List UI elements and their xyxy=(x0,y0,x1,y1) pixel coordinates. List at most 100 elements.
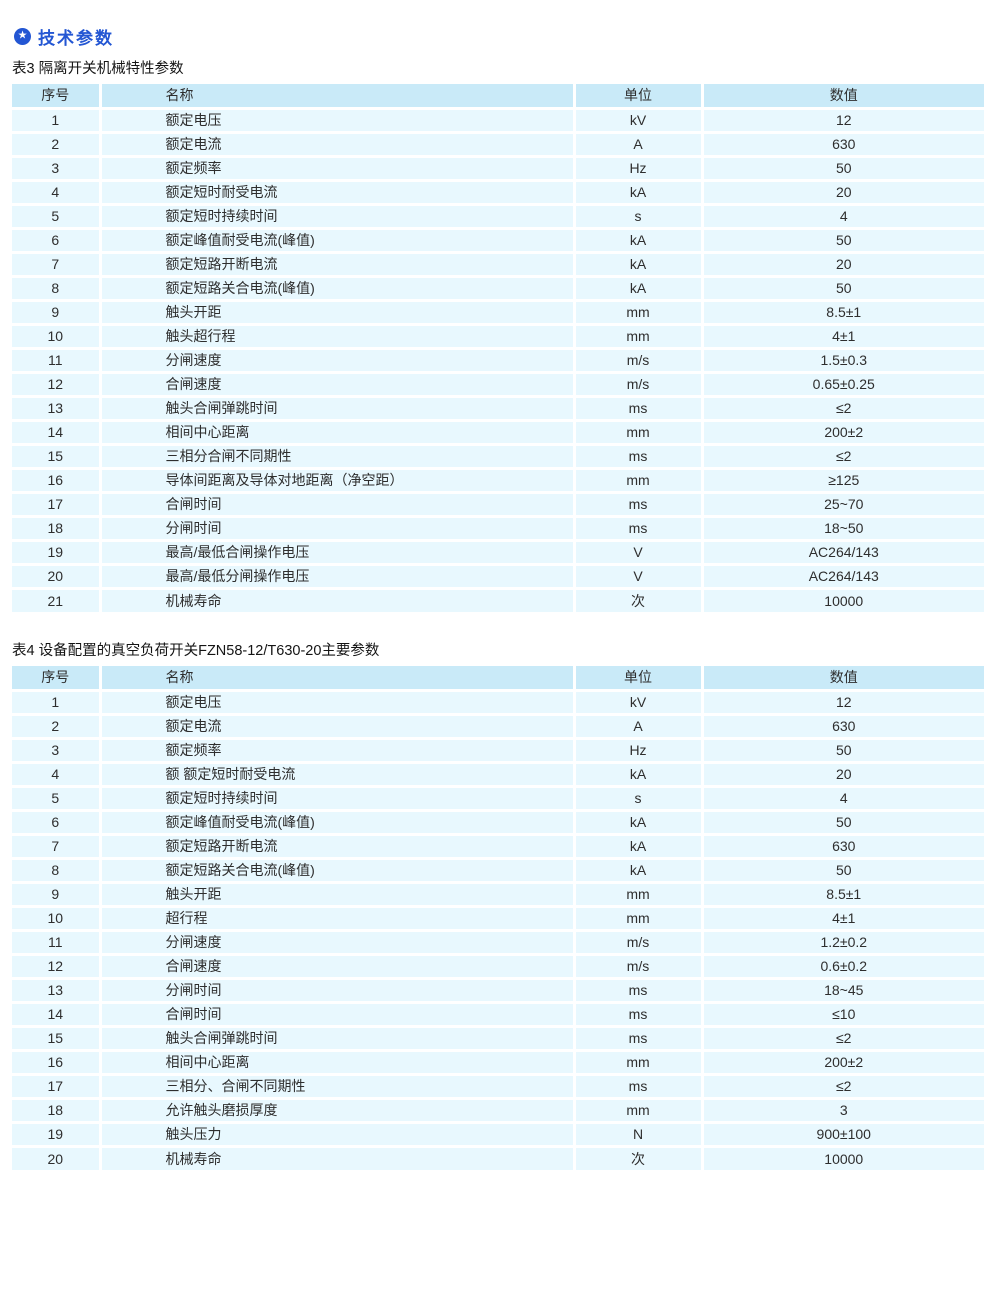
table3-block: 表3 隔离开关机械特性参数 序号 名称 单位 数值 1 额定电压 kV 12 2 额定电流 A 630… xyxy=(12,60,986,612)
cell-seq: 16 xyxy=(12,1050,102,1076)
cell-unit: ms xyxy=(574,1026,704,1052)
cell-name: 分闸时间 xyxy=(100,516,576,542)
cell-name: 触头合闸弹跳时间 xyxy=(100,396,576,422)
table-row: 15 触头合闸弹跳时间 ms ≤2 xyxy=(12,1026,984,1052)
table-row: 7 额定短路开断电流 kA 20 xyxy=(12,252,984,278)
cell-seq: 13 xyxy=(12,978,102,1004)
cell-name: 触头超行程 xyxy=(100,324,576,350)
cell-value: 50 xyxy=(702,228,984,254)
cell-value: 25~70 xyxy=(702,492,984,518)
cell-seq: 19 xyxy=(12,1122,102,1148)
col-header-name: 名称 xyxy=(100,666,576,692)
cell-seq: 12 xyxy=(12,954,102,980)
cell-value: 0.65±0.25 xyxy=(702,372,984,398)
cell-unit: ms xyxy=(574,1074,704,1100)
cell-seq: 2 xyxy=(12,132,102,158)
cell-seq: 4 xyxy=(12,180,102,206)
cell-value: ≤2 xyxy=(702,444,984,470)
cell-name: 合闸速度 xyxy=(100,954,576,980)
table-row: 21 机械寿命次 10000 xyxy=(12,588,984,612)
cell-name: 额定短时持续时间 xyxy=(100,204,576,230)
table-row: 20 机械寿命次 10000 xyxy=(12,1146,984,1170)
cell-value: 4 xyxy=(702,786,984,812)
cell-unit: mm xyxy=(574,324,704,350)
cell-unit: ms xyxy=(574,444,704,470)
cell-value: 4 xyxy=(702,204,984,230)
cell-unit: mm xyxy=(574,468,704,494)
cell-name: 触头开距 xyxy=(100,300,576,326)
cell-unit: ms xyxy=(574,516,704,542)
cell-value: 4±1 xyxy=(702,906,984,932)
cell-name: 三相分合闸不同期性 xyxy=(100,444,576,470)
table-row: 11 分闸速度 m/s 1.2±0.2 xyxy=(12,930,984,956)
cell-name: 分闸速度 xyxy=(100,348,576,374)
cell-seq: 18 xyxy=(12,516,102,542)
cell-unit: mm xyxy=(574,906,704,932)
cell-seq: 7 xyxy=(12,834,102,860)
table-row: 6 额定峰值耐受电流(峰值) kA 50 xyxy=(12,228,984,254)
section-title: 技术参数 xyxy=(38,28,114,48)
cell-value: ≥125 xyxy=(702,468,984,494)
cell-unit: N xyxy=(574,1122,704,1148)
cell-seq: 5 xyxy=(12,786,102,812)
section-header: ★ 技术参数 xyxy=(14,26,986,48)
cell-name: 超行程 xyxy=(100,906,576,932)
cell-unit: m/s xyxy=(574,372,704,398)
cell-value: AC264/143 xyxy=(702,540,984,566)
cell-unit: kA xyxy=(574,834,704,860)
cell-unit: mm xyxy=(574,1050,704,1076)
cell-seq: 3 xyxy=(12,738,102,764)
cell-value: 8.5±1 xyxy=(702,300,984,326)
cell-unit: A xyxy=(574,714,704,740)
cell-name: 触头压力 xyxy=(100,1122,576,1148)
cell-seq: 11 xyxy=(12,348,102,374)
table-row: 6 额定峰值耐受电流(峰值) kA 50 xyxy=(12,810,984,836)
cell-seq: 9 xyxy=(12,300,102,326)
cell-seq: 17 xyxy=(12,492,102,518)
table-row: 3 额定频率 Hz 50 xyxy=(12,156,984,182)
cell-name: 机械寿命 xyxy=(100,588,576,612)
cell-value: 8.5±1 xyxy=(702,882,984,908)
cell-unit: Hz xyxy=(574,738,704,764)
cell-seq: 7 xyxy=(12,252,102,278)
cell-name: 额定短路关合电流(峰值) xyxy=(100,276,576,302)
table-row: 5 额定短时持续时间 s 4 xyxy=(12,204,984,230)
table-row: 10 触头超行程 mm 4±1 xyxy=(12,324,984,350)
cell-value: 630 xyxy=(702,132,984,158)
cell-unit: kA xyxy=(574,228,704,254)
cell-unit: mm xyxy=(574,300,704,326)
col-header-seq: 序号 xyxy=(12,666,102,692)
col-header-seq: 序号 xyxy=(12,84,102,110)
table-row: 4 额定短时耐受电流 kA 20 xyxy=(12,180,984,206)
cell-seq: 10 xyxy=(12,324,102,350)
header-row: 序号 名称 单位 数值 xyxy=(12,84,984,110)
cell-name: 额定短时持续时间 xyxy=(100,786,576,812)
cell-name: 相间中心距离 xyxy=(100,1050,576,1076)
table-row: 18 分闸时间 ms 18~50 xyxy=(12,516,984,542)
cell-seq: 16 xyxy=(12,468,102,494)
cell-seq: 13 xyxy=(12,396,102,422)
cell-unit: mm xyxy=(574,882,704,908)
cell-seq: 9 xyxy=(12,882,102,908)
cell-value: 200±2 xyxy=(702,420,984,446)
cell-unit: Hz xyxy=(574,156,704,182)
cell-seq: 21 xyxy=(12,588,102,612)
cell-value: 1.2±0.2 xyxy=(702,930,984,956)
table-row: 1 额定电压 kV 12 xyxy=(12,690,984,716)
cell-seq: 12 xyxy=(12,372,102,398)
cell-name: 额定电压 xyxy=(100,690,576,716)
cell-unit: kA xyxy=(574,252,704,278)
table-row: 8 额定短路关合电流(峰值) kA 50 xyxy=(12,276,984,302)
cell-unit: kA xyxy=(574,180,704,206)
table-row: 16 相间中心距离 mm 200±2 xyxy=(12,1050,984,1076)
cell-seq: 11 xyxy=(12,930,102,956)
cell-value: 18~50 xyxy=(702,516,984,542)
table-row: 2 额定电流 A 630 xyxy=(12,714,984,740)
cell-value: 18~45 xyxy=(702,978,984,1004)
cell-value: 50 xyxy=(702,276,984,302)
table-row: 13 分闸时间 ms 18~45 xyxy=(12,978,984,1004)
cell-value: ≤2 xyxy=(702,1026,984,1052)
cell-seq: 10 xyxy=(12,906,102,932)
cell-name: 合闸速度 xyxy=(100,372,576,398)
cell-unit: kA xyxy=(574,762,704,788)
